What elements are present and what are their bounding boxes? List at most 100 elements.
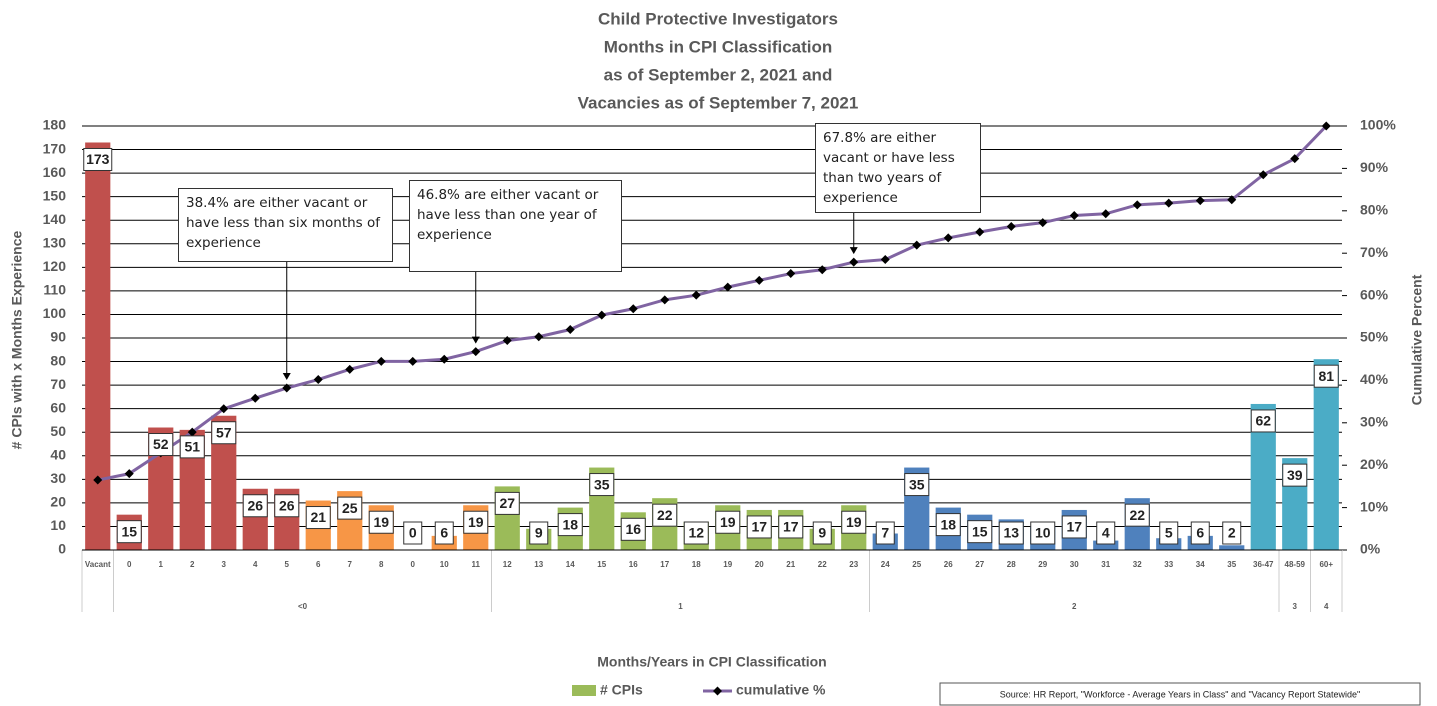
y-tick-label: 0 (58, 541, 66, 557)
value-label-box (1282, 463, 1308, 487)
value-label: 10 (1035, 525, 1051, 541)
value-label-box (715, 510, 741, 534)
value-label: 18 (562, 516, 578, 532)
x-tick-label: 48-59 (1285, 560, 1306, 569)
source: Source: HR Report, "Workforce - Average … (1000, 689, 1360, 699)
value-label: 57 (216, 424, 232, 440)
chart-title: as of September 2, 2021 and (604, 65, 833, 84)
line-marker (754, 275, 764, 285)
value-label: 21 (310, 509, 326, 525)
cumulative-line (97, 124, 1328, 482)
y2-tick-label: 10% (1360, 498, 1389, 514)
x-tick-label: 28 (1007, 560, 1016, 569)
chart-title: Vacancies as of September 7, 2021 (578, 93, 859, 112)
y-tick-label: 160 (43, 164, 67, 180)
y-axis-label: # CPIs with x Months Experience (9, 230, 25, 449)
x-tick-label: 16 (629, 560, 638, 569)
line-marker (313, 375, 323, 385)
value-label: 15 (972, 523, 988, 539)
line-marker (124, 469, 134, 479)
value-label: 35 (909, 476, 925, 492)
x-tick-label: 25 (912, 560, 921, 569)
y-tick-label: 40 (50, 446, 66, 462)
value-label-box (875, 521, 895, 545)
line-marker (471, 347, 481, 357)
value-label-box (935, 513, 961, 537)
line-marker (597, 310, 607, 320)
y2-tick-label: 100% (1360, 117, 1396, 133)
line-marker (93, 475, 103, 485)
value-label: 19 (846, 514, 862, 530)
line-marker (1038, 218, 1048, 228)
line-marker (1164, 198, 1174, 208)
line-marker (187, 427, 197, 437)
value-label-box (1250, 409, 1276, 433)
value-label-box (620, 517, 646, 541)
x-tick-label: 34 (1196, 560, 1205, 569)
value-label-box (434, 521, 454, 545)
y-tick-label: 80 (50, 352, 66, 368)
x-tick-label: 35 (1227, 560, 1236, 569)
annotation-text: 67.8% are either vacant or have less tha… (815, 123, 981, 213)
x-tick-label: 1 (159, 560, 164, 569)
value-label: 7 (881, 525, 889, 541)
value-label: 0 (409, 525, 417, 541)
value-label-box (812, 521, 832, 545)
value-label: 62 (1255, 413, 1271, 429)
value-label-box (589, 473, 615, 497)
annotation-arrowhead (282, 373, 291, 381)
value-label: 22 (657, 507, 673, 523)
line-marker (1258, 170, 1268, 180)
x-tick-label: 32 (1133, 560, 1142, 569)
value-label-box (746, 515, 772, 539)
line-marker (943, 233, 953, 243)
y-tick-label: 90 (50, 329, 66, 345)
value-label: 35 (594, 476, 610, 492)
group-label: 1 (678, 602, 683, 611)
y-tick-label: 150 (43, 187, 67, 203)
x-tick-label: 23 (849, 560, 858, 569)
value-label: 16 (625, 521, 641, 537)
line-marker (534, 332, 544, 342)
value-label: 52 (153, 436, 169, 452)
x-tick-label: 31 (1101, 560, 1110, 569)
y-tick-label: 70 (50, 376, 66, 392)
line-marker (723, 282, 733, 292)
group-label: <0 (298, 602, 308, 611)
value-label-box (116, 520, 142, 544)
value-label-box (494, 491, 520, 515)
legend-label: # CPIs (600, 682, 643, 698)
line-marker (786, 269, 796, 279)
y2-tick-label: 30% (1360, 414, 1389, 430)
line-marker (691, 290, 701, 300)
value-label-box (274, 494, 300, 518)
value-label-box (778, 515, 804, 539)
value-label: 15 (121, 523, 137, 539)
y2-tick-label: 60% (1360, 286, 1389, 302)
y2-tick-label: 40% (1360, 371, 1389, 387)
line-marker (1290, 154, 1300, 164)
value-label: 4 (1102, 525, 1110, 541)
value-label: 173 (86, 151, 110, 167)
value-label-box (967, 520, 993, 544)
annotation-text: 38.4% are either vacant or have less tha… (178, 188, 393, 262)
value-label: 6 (440, 525, 448, 541)
value-label-box (841, 510, 867, 534)
y2-tick-label: 90% (1360, 159, 1389, 175)
x-tick-label: 10 (440, 560, 449, 569)
value-label-box (305, 506, 331, 530)
y2-tick-label: 80% (1360, 202, 1389, 218)
value-label-box (368, 510, 394, 534)
x-tick-label: 18 (692, 560, 701, 569)
value-label: 5 (1165, 525, 1173, 541)
value-label-box (242, 494, 268, 518)
line-marker (565, 325, 575, 335)
value-label: 17 (783, 519, 799, 535)
line-marker (282, 383, 292, 393)
x-tick-label: 0 (127, 560, 132, 569)
x-tick-label: 7 (348, 560, 353, 569)
x-tick-label: 15 (597, 560, 606, 569)
y-tick-label: 10 (50, 517, 66, 533)
value-label-box (179, 435, 205, 459)
value-label: 17 (1066, 519, 1082, 535)
